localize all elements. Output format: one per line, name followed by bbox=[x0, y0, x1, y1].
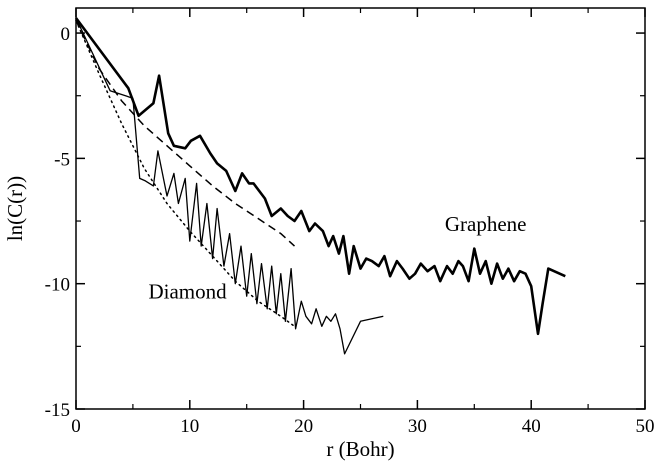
y-tick-label: -5 bbox=[54, 149, 70, 170]
axis-ticks: 0 10 20 30 40 50 0 -5 -10 -15 bbox=[45, 8, 655, 437]
series-line-0 bbox=[74, 17, 566, 336]
x-tick-label: 10 bbox=[180, 416, 199, 437]
annotation-diamond: Diamond bbox=[148, 280, 227, 304]
y-tick-label: -10 bbox=[45, 275, 70, 296]
y-tick-label: -15 bbox=[45, 400, 70, 421]
x-tick-label: 20 bbox=[294, 416, 313, 437]
x-tick-label: 0 bbox=[71, 416, 81, 437]
series-line-3 bbox=[75, 19, 296, 328]
y-axis-title: ln(C(r)) bbox=[3, 176, 27, 241]
annotation-graphene: Graphene bbox=[445, 212, 527, 236]
plot-frame bbox=[75, 7, 646, 410]
x-tick-label: 30 bbox=[408, 416, 427, 437]
series-line-2 bbox=[75, 20, 296, 247]
x-axis-title: r (Bohr) bbox=[326, 437, 394, 461]
y-tick-label: 0 bbox=[61, 24, 71, 45]
x-tick-label: 50 bbox=[636, 416, 655, 437]
plot-area bbox=[74, 17, 566, 355]
series-line-1 bbox=[75, 17, 384, 355]
x-tick-label: 40 bbox=[522, 416, 541, 437]
